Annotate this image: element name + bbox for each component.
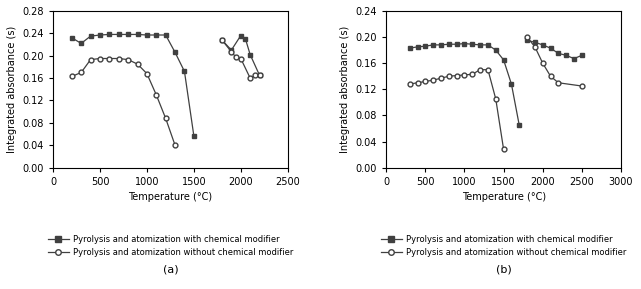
Legend: Pyrolysis and atomization with chemical modifier, Pyrolysis and atomization with: Pyrolysis and atomization with chemical … [44,231,296,260]
X-axis label: Temperature (°C): Temperature (°C) [462,192,545,202]
Y-axis label: Integrated absorbance (s): Integrated absorbance (s) [340,26,350,153]
X-axis label: Temperature (°C): Temperature (°C) [128,192,212,202]
Text: (b): (b) [495,265,512,275]
Legend: Pyrolysis and atomization with chemical modifier, Pyrolysis and atomization with: Pyrolysis and atomization with chemical … [378,231,629,260]
Y-axis label: Integrated absorbance (s): Integrated absorbance (s) [7,26,17,153]
Text: (a): (a) [163,265,178,275]
